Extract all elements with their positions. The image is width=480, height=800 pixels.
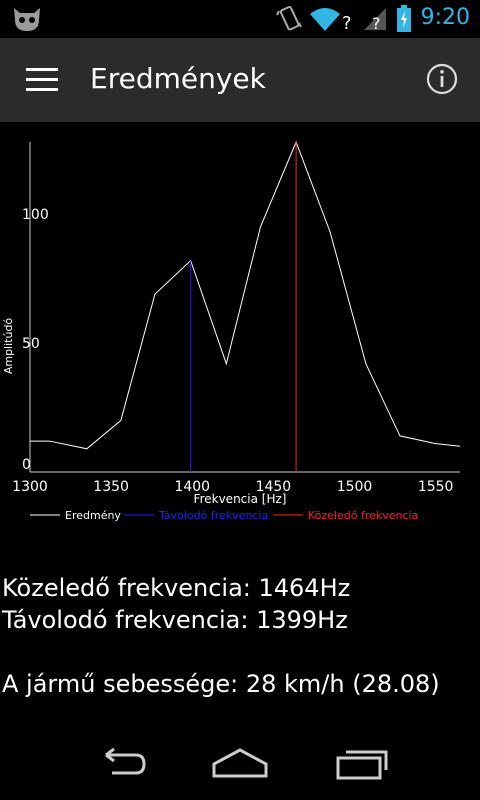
y-tick-label: 0 [22, 457, 31, 473]
x-tick-label: 1400 [174, 479, 210, 495]
action-bar: Eredmények [0, 38, 480, 122]
receding-frequency: Távolodó frekvencia: 1399Hz [2, 606, 348, 634]
home-icon[interactable] [210, 746, 270, 780]
menu-bar-1 [26, 68, 58, 71]
x-tick-label: 1300 [12, 479, 48, 495]
menu-bar-2 [26, 78, 58, 81]
back-icon[interactable] [92, 746, 148, 780]
y-tick-label: 50 [22, 336, 40, 352]
series-line-1 [30, 140, 461, 450]
x-axis-label: Frekvencia [Hz] [194, 492, 287, 506]
chart-legend: Eredmény Távolodó frekvencia Közeledő frek… [30, 509, 418, 522]
svg-text:?: ? [342, 13, 350, 32]
results-panel: Közeledő frekvencia: 1464Hz Távolodó fre… [2, 572, 478, 700]
app-notification-icon [14, 8, 40, 31]
signal-icon: ? [364, 8, 386, 32]
vehicle-speed: A jármű sebessége: 28 km/h (28.08) [2, 670, 440, 698]
info-icon[interactable] [426, 63, 458, 95]
status-bar: ? ? 9:20 [0, 0, 480, 38]
frequency-chart: 0 50 100 1300 1350 1400 1450 1500 1550 Frekvenc… [2, 140, 461, 522]
legend-label: Távolodó frekvencia [158, 509, 268, 522]
y-axis-label: Amplitúdó [2, 318, 15, 375]
y-tick-label: 100 [22, 207, 49, 223]
wifi-icon: ? [310, 8, 350, 32]
x-tick-label: 1450 [256, 479, 292, 495]
menu-button[interactable] [26, 68, 58, 92]
x-tick-label: 1500 [337, 479, 373, 495]
svg-text:?: ? [372, 14, 381, 32]
menu-bar-3 [26, 88, 58, 91]
battery-icon [397, 5, 411, 32]
recent-apps-icon[interactable] [334, 746, 390, 780]
page-title: Eredmények [90, 62, 266, 95]
navigation-bar [0, 728, 480, 800]
x-tick-label: 1550 [418, 479, 454, 495]
status-time: 9:20 [420, 5, 470, 30]
approaching-frequency: Közeledő frekvencia: 1464Hz [2, 574, 351, 602]
spacer [2, 636, 478, 668]
legend-label: Közeledő frekvencia [308, 509, 418, 522]
x-tick-label: 1350 [93, 479, 129, 495]
legend-label: Eredmény [65, 509, 121, 522]
vibrate-icon [276, 6, 302, 31]
